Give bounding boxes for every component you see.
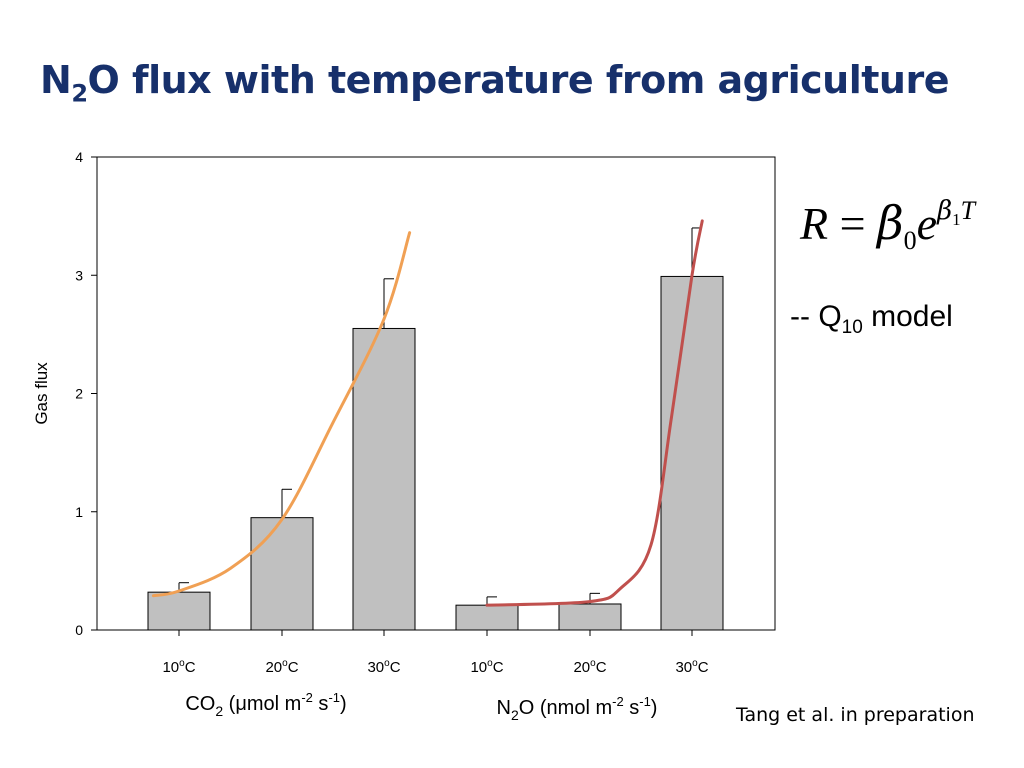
x-category-label: 20oC bbox=[573, 658, 606, 676]
chart-layer: 0 1 2 3 4 Gas flux 10oC 20oC 30oC 10oC 20oC 30oC CO2… bbox=[32, 149, 776, 723]
bar bbox=[147, 591, 211, 631]
equation-exp-beta: β bbox=[937, 196, 953, 226]
x-category-label: 20oC bbox=[265, 658, 298, 676]
bar bbox=[352, 327, 416, 631]
equation-beta: β bbox=[877, 196, 904, 250]
x-group-label: N2O (nmol m-2 s-1) bbox=[497, 694, 658, 723]
title-part-2: O flux with temperature from agriculture bbox=[87, 58, 950, 102]
bar bbox=[455, 604, 519, 631]
equation-equals: = bbox=[828, 198, 878, 249]
bar bbox=[558, 603, 622, 631]
x-category-label: 10oC bbox=[470, 658, 503, 676]
x-category-label: 30oC bbox=[675, 658, 708, 676]
title-subscript: 2 bbox=[71, 79, 88, 108]
citation: Tang et al. in preparation bbox=[736, 704, 975, 726]
fit-curve bbox=[485, 219, 704, 607]
model-suffix: model bbox=[862, 300, 953, 333]
equation-lhs: R bbox=[800, 198, 829, 249]
model-label: -- Q10 model bbox=[790, 300, 953, 339]
equation-e: e bbox=[916, 198, 938, 249]
model-subscript: 10 bbox=[841, 317, 863, 338]
y-tick-label: 0 bbox=[75, 622, 83, 638]
slide-title: N2O flux with temperature from agricultu… bbox=[40, 58, 949, 108]
fit-curve bbox=[151, 231, 412, 598]
equation-exp-t: T bbox=[960, 196, 976, 225]
model-prefix: -- Q bbox=[790, 300, 842, 333]
equation-beta-sub: 0 bbox=[903, 226, 917, 255]
equation-exp-sub: 1 bbox=[952, 210, 961, 229]
y-tick-label: 4 bbox=[75, 149, 83, 165]
y-tick-label: 1 bbox=[75, 504, 83, 520]
y-tick-label: 2 bbox=[75, 386, 83, 402]
bar bbox=[660, 275, 724, 631]
q10-equation: R = β0eβ1T bbox=[800, 196, 976, 255]
x-group-label: CO2 (μmol m-2 s-1) bbox=[185, 690, 346, 719]
bar bbox=[250, 517, 314, 631]
y-axis-label: Gas flux bbox=[32, 362, 51, 425]
title-part-1: N bbox=[40, 58, 72, 102]
y-tick-label: 3 bbox=[75, 267, 83, 283]
x-category-label: 30oC bbox=[367, 658, 400, 676]
x-category-label: 10oC bbox=[162, 658, 195, 676]
